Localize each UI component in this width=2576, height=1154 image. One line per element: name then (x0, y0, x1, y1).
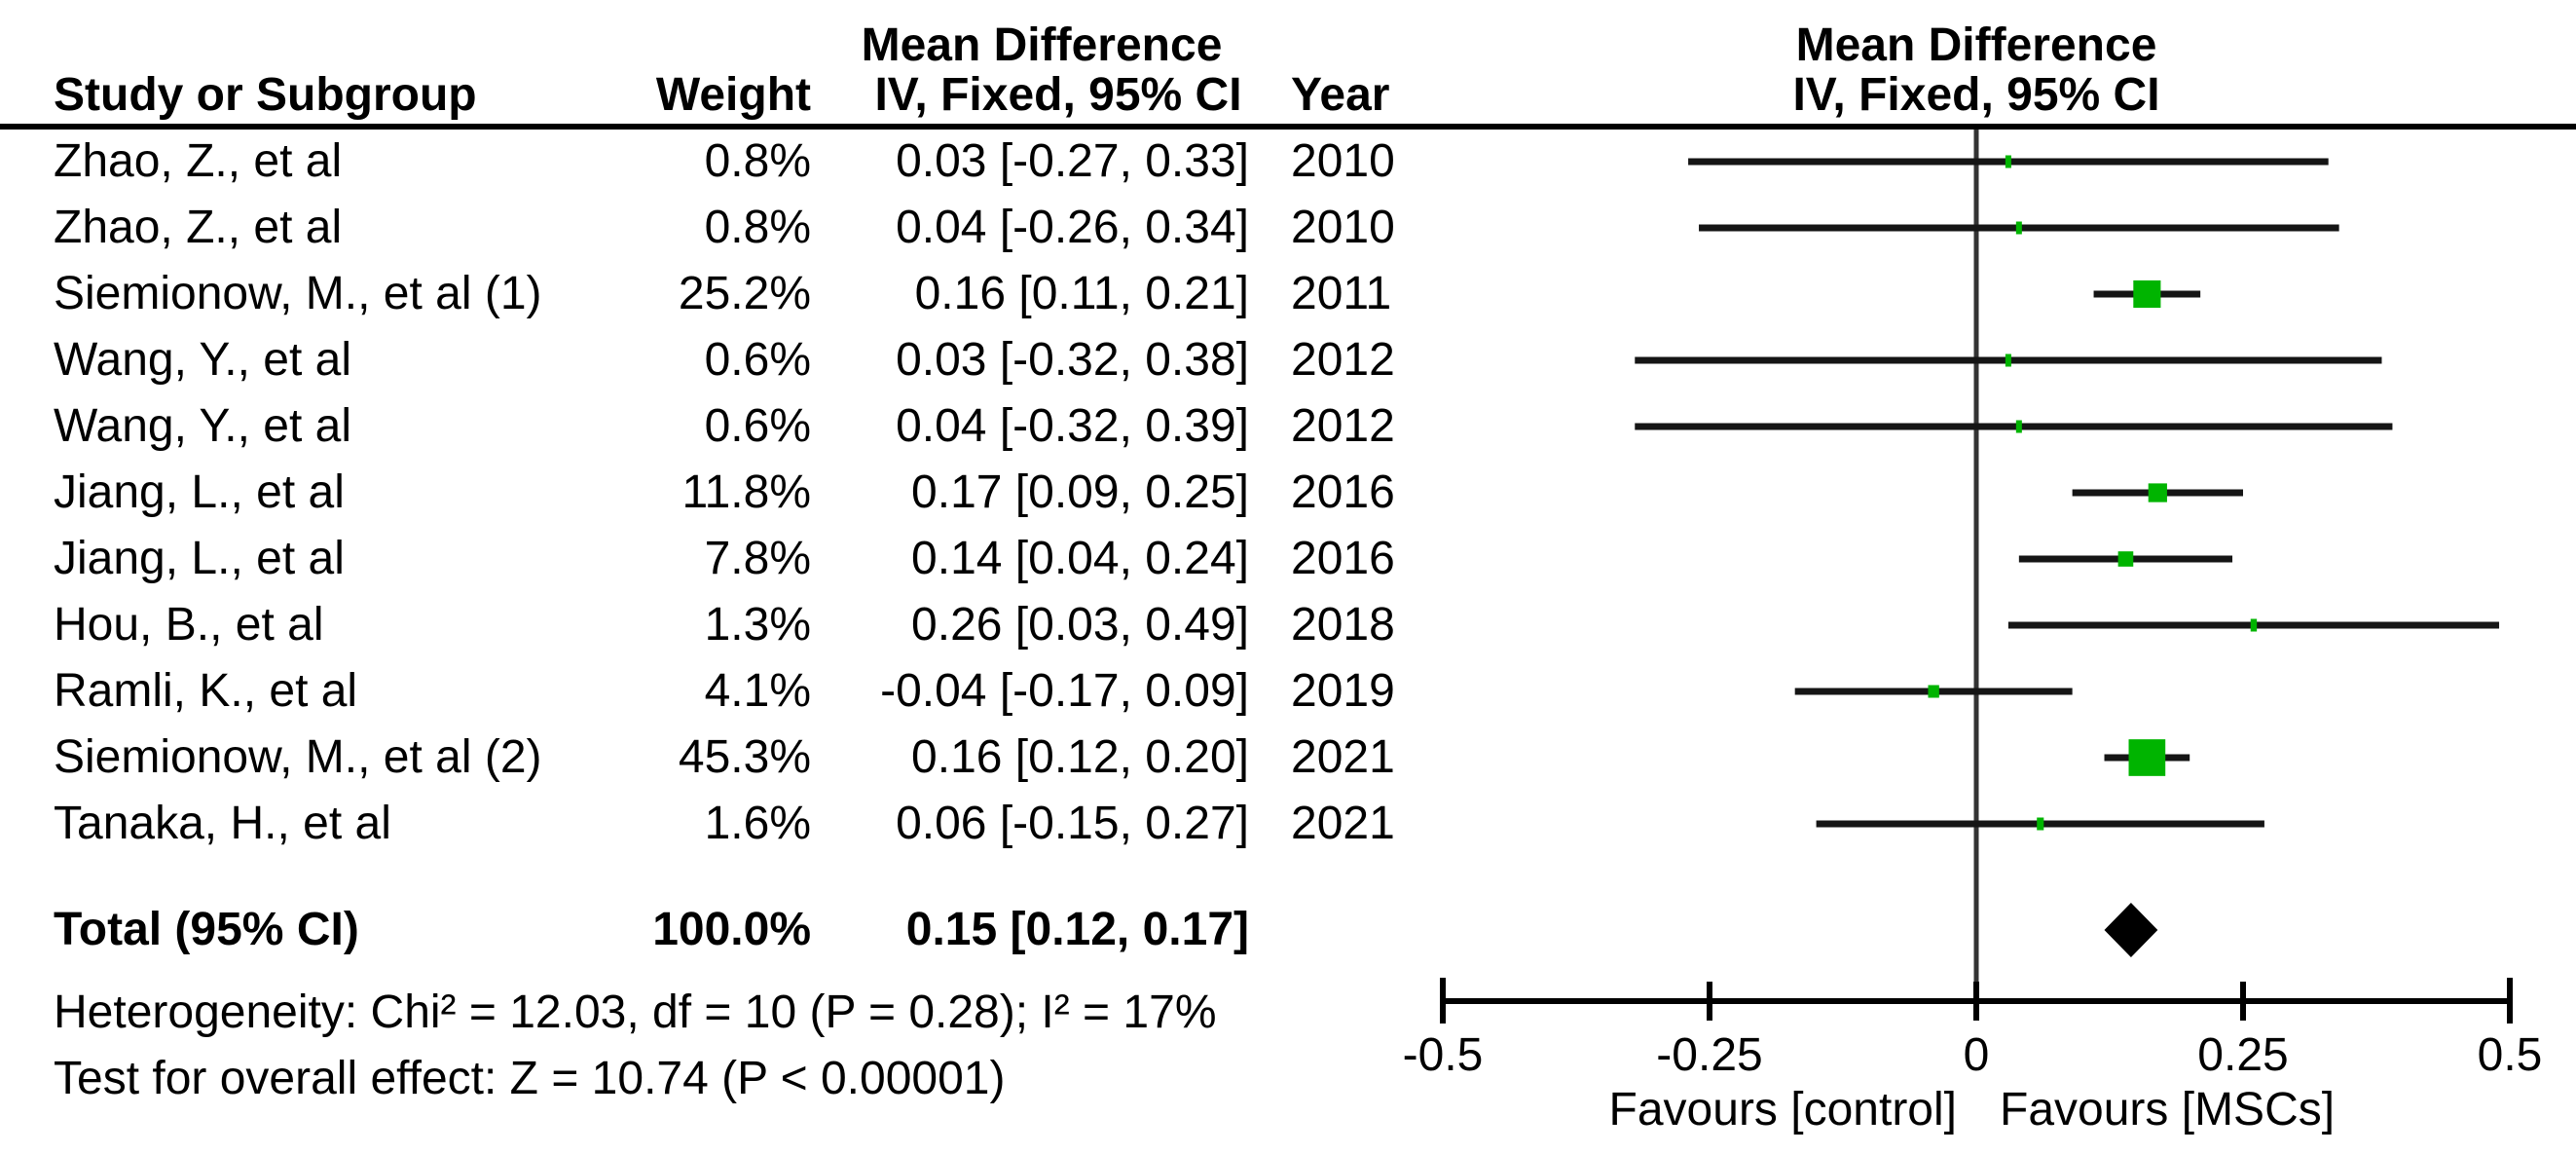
table-row: Siemionow, M., et al (2) 45.3% 0.16 [0.12,… (0, 725, 1460, 791)
study-year: 2010 (1291, 202, 1395, 253)
study-weight: 11.8% (681, 466, 811, 518)
total-ci: 0.15 [0.12, 0.17] (905, 904, 1249, 955)
study-weight: 0.6% (704, 400, 811, 452)
study-ci-text: 0.04 [-0.26, 0.34] (896, 202, 1249, 253)
study-year: 2021 (1291, 731, 1395, 783)
study-year: 2018 (1291, 599, 1395, 651)
heterogeneity-note: Heterogeneity: Chi² = 12.03, df = 10 (P … (54, 986, 1217, 1038)
total-row: Total (95% CI) 100.0% 0.15 [0.12, 0.17] (0, 897, 1460, 963)
table-row: Tanaka, H., et al 1.6% 0.06 [-0.15, 0.27] 2… (0, 791, 1460, 857)
study-year: 2011 (1291, 268, 1392, 319)
axis-tick-label: -0.5 (1402, 1029, 1484, 1081)
total-label: Total (95% CI) (54, 904, 359, 955)
table-row: Zhao, Z., et al 0.8% 0.04 [-0.26, 0.34] 201… (0, 195, 1460, 261)
study-name: Zhao, Z., et al (54, 135, 343, 187)
study-name: Wang, Y., et al (54, 334, 351, 386)
study-weight: 0.8% (704, 202, 811, 253)
table-row: Ramli, K., et al 4.1% -0.04 [-0.17, 0.09] 2… (0, 658, 1460, 725)
study-ci-text: 0.04 [-0.32, 0.39] (896, 400, 1249, 452)
study-name: Tanaka, H., et al (54, 798, 391, 849)
effect-marker (2133, 279, 2161, 309)
effect-marker (2117, 551, 2134, 567)
study-name: Zhao, Z., et al (54, 202, 343, 253)
study-ci-text: 0.16 [0.12, 0.20] (911, 731, 1249, 783)
table-row: Zhao, Z., et al 0.8% 0.03 [-0.27, 0.33] 201… (0, 129, 1460, 195)
study-ci-text: -0.04 [-0.17, 0.09] (880, 665, 1249, 717)
left-effect-header: Mean Difference (861, 19, 1223, 71)
study-ci-text: 0.03 [-0.27, 0.33] (896, 135, 1249, 187)
study-ci-text: 0.14 [0.04, 0.24] (911, 533, 1249, 584)
study-name: Wang, Y., et al (54, 400, 351, 452)
table-row: Wang, Y., et al 0.6% 0.03 [-0.32, 0.38] 201… (0, 327, 1460, 393)
study-year: 2012 (1291, 400, 1395, 452)
column-header-ci: IV, Fixed, 95% CI (874, 69, 1242, 121)
axis-tick-label: 0.5 (2477, 1029, 2543, 1081)
column-header-weight: Weight (655, 69, 811, 121)
study-name: Siemionow, M., et al (2) (54, 731, 542, 783)
effect-marker (2005, 354, 2011, 367)
study-weight: 7.8% (704, 533, 811, 584)
effect-marker (1928, 685, 1939, 698)
study-name: Ramli, K., et al (54, 665, 358, 717)
table-row: Jiang, L., et al 7.8% 0.14 [0.04, 0.24] 201… (0, 526, 1460, 592)
effect-marker (2148, 483, 2167, 503)
table-row: Jiang, L., et al 11.8% 0.17 [0.09, 0.25] 20… (0, 460, 1460, 526)
axis-tick-label: 0 (1963, 1029, 1990, 1081)
study-ci-text: 0.17 [0.09, 0.25] (911, 466, 1249, 518)
study-name: Jiang, L., et al (54, 533, 345, 584)
study-name: Hou, B., et al (54, 599, 324, 651)
study-year: 2016 (1291, 466, 1395, 518)
total-weight: 100.0% (652, 904, 811, 955)
study-year: 2021 (1291, 798, 1395, 849)
right-effect-header: Mean Difference (1795, 19, 2157, 71)
plot-column-header-ci: IV, Fixed, 95% CI (1792, 69, 2160, 121)
effect-marker (2250, 618, 2258, 632)
study-name: Siemionow, M., et al (1) (54, 268, 542, 319)
study-weight: 1.6% (704, 798, 811, 849)
study-year: 2012 (1291, 334, 1395, 386)
study-ci-text: 0.06 [-0.15, 0.27] (896, 798, 1249, 849)
study-year: 2019 (1291, 665, 1395, 717)
study-name: Jiang, L., et al (54, 466, 345, 518)
study-ci-text: 0.26 [0.03, 0.49] (911, 599, 1249, 651)
axis-tick-label: -0.25 (1656, 1029, 1763, 1081)
study-weight: 45.3% (678, 731, 811, 783)
effect-marker (2037, 817, 2044, 831)
column-header-year: Year (1291, 69, 1390, 121)
header-divider (0, 124, 2576, 130)
study-year: 2010 (1291, 135, 1395, 187)
study-weight: 1.3% (704, 599, 811, 651)
axis-tick-label: 0.25 (2197, 1029, 2289, 1081)
study-weight: 25.2% (678, 268, 811, 319)
study-weight: 0.6% (704, 334, 811, 386)
table-row: Hou, B., et al 1.3% 0.26 [0.03, 0.49] 2018 (0, 592, 1460, 658)
effect-marker (2128, 739, 2166, 776)
column-header-study: Study or Subgroup (54, 69, 477, 121)
table-row: Siemionow, M., et al (1) 25.2% 0.16 [0.11,… (0, 261, 1460, 327)
favours-right-label: Favours [MSCs] (2000, 1084, 2336, 1135)
study-ci-text: 0.16 [0.11, 0.21] (914, 268, 1249, 319)
study-year: 2016 (1291, 533, 1395, 584)
effect-marker (2015, 221, 2022, 235)
effect-marker (2005, 155, 2011, 168)
study-weight: 4.1% (704, 665, 811, 717)
study-ci-text: 0.03 [-0.32, 0.38] (896, 334, 1249, 386)
table-row: Wang, Y., et al 0.6% 0.04 [-0.32, 0.39] 201… (0, 393, 1460, 460)
favours-left-label: Favours [control] (1608, 1084, 1957, 1135)
total-diamond (2104, 903, 2158, 957)
effect-marker (2015, 420, 2022, 433)
study-weight: 0.8% (704, 135, 811, 187)
overall-effect-note: Test for overall effect: Z = 10.74 (P < … (54, 1053, 1006, 1104)
